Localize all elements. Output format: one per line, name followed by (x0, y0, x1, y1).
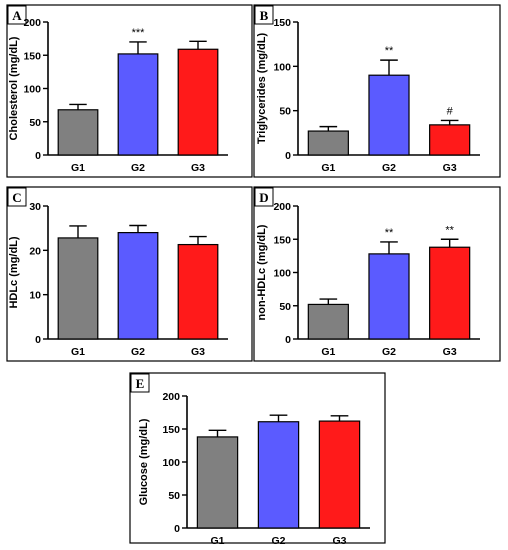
panel-b-bar-g1 (307, 130, 349, 156)
panel-b-y-tick-label: 0 (285, 150, 291, 162)
panel-a-letter: A (12, 8, 22, 23)
panel-b-letter-box (254, 5, 274, 25)
panel-a-x-tick-label: G3 (191, 162, 205, 174)
panel-d: D 0 50 100 150 200 non-HDLc (mg/dL) G1 G2 ** G3 ** (253, 186, 501, 362)
panel-c-bar-g1 (57, 237, 99, 340)
panel-a-significance-g2: *** (132, 27, 146, 39)
panel-e-bar-g3 (318, 420, 361, 529)
panel-b-y-tick-label: 50 (279, 106, 291, 118)
panel-b-significance-g2: ** (385, 45, 394, 57)
panel-e-x-tick-label: G1 (210, 535, 224, 547)
panel-a-frame (6, 4, 253, 178)
panel-d-y-label: non-HDLc (mg/dL) (256, 224, 268, 320)
panel-a-bar-g1 (57, 109, 99, 156)
panel-c-x-tick-label: G2 (131, 346, 145, 358)
panel-e-y-tick-label: 100 (162, 457, 180, 469)
panel-c-frame (6, 186, 253, 362)
panel-c-x-tick-label: G3 (191, 346, 205, 358)
panel-d-y-tick-label: 0 (285, 334, 291, 346)
panel-d-y-tick-label: 100 (273, 268, 291, 280)
panel-d-y-tick-label: 50 (279, 301, 291, 313)
panel-c-bar-g2 (117, 232, 159, 340)
panel-e-frame (129, 372, 386, 544)
panel-d-x-tick-label: G1 (321, 346, 335, 358)
panel-d-y-tick-label: 150 (273, 234, 291, 246)
panel-b-bar-g3 (429, 124, 471, 156)
panel-e-y-tick-label: 150 (162, 424, 180, 436)
panel-a-letter-box (7, 5, 27, 25)
panel-d-bar-g3 (429, 246, 471, 340)
panel-d-letter: D (259, 190, 268, 205)
panel-c-x-tick-label: G1 (71, 346, 85, 358)
panel-e-y-label: Glucose (mg/dL) (138, 418, 150, 505)
panel-e-y-tick-label: 0 (174, 523, 180, 535)
panel-b-x-tick-label: G2 (382, 162, 396, 174)
panel-e-x-tick-label: G2 (271, 535, 285, 547)
panel-d-y-tick-label: 200 (273, 201, 291, 213)
panel-c-y-tick-label: 30 (29, 201, 41, 213)
panel-a-y-tick-label: 0 (35, 150, 41, 162)
panel-d-bar-g1 (307, 303, 349, 340)
panel-e: E 0 50 100 150 200 Glucose (mg/dL) G1 G2 G3 (129, 372, 386, 547)
panel-d-bar-g2 (368, 253, 410, 340)
panel-a-bar-g2 (117, 53, 159, 156)
panel-a-x-tick-label: G1 (71, 162, 85, 174)
panel-c-letter-box (7, 187, 27, 207)
panel-d-frame (253, 186, 501, 362)
panel-c-letter: C (12, 190, 21, 205)
panel-a-y-label: Cholesterol (mg/dL) (8, 36, 20, 140)
panel-c-bar-g3 (177, 243, 219, 340)
panel-b-letter: B (260, 8, 269, 23)
panel-c-y-tick-label: 10 (29, 290, 41, 302)
panel-e-y-tick-label: 50 (168, 490, 180, 502)
panel-b-bar-g2 (368, 74, 410, 156)
panel-a-y-tick-label: 50 (29, 117, 41, 129)
panel-d-significance-g3: ** (445, 224, 454, 236)
panel-b-y-label: Triglycerides (mg/dL) (256, 33, 268, 145)
panel-b-x-tick-label: G3 (443, 162, 457, 174)
panel-e-letter-box (130, 373, 150, 393)
panel-b-x-tick-label: G1 (321, 162, 335, 174)
panel-a-y-tick-label: 150 (23, 50, 41, 62)
panel-c-y-tick-label: 20 (29, 245, 41, 257)
panel-e-x-tick-label: G3 (332, 535, 346, 547)
panel-c-y-tick-label: 0 (35, 334, 41, 346)
panel-a-bar-g3 (177, 48, 219, 156)
panel-b-y-tick-label: 150 (273, 17, 291, 29)
panel-b: B 0 50 100 150 Triglycerides (mg/dL) G1 G2 ** G3 # (253, 4, 501, 178)
panel-e-bar-g1 (196, 436, 239, 529)
panel-b-significance-g3: # (447, 105, 454, 117)
panel-b-frame (253, 4, 501, 178)
panel-c: C 0 10 20 30 HDLc (mg/dL) G1 G2 G3 (6, 186, 253, 362)
panel-e-letter: E (136, 376, 145, 391)
panel-a-x-tick-label: G2 (131, 162, 145, 174)
panel-d-x-tick-label: G2 (382, 346, 396, 358)
panel-b-y-tick-label: 100 (273, 61, 291, 73)
panel-a-y-tick-label: 200 (23, 17, 41, 29)
panel-e-y-tick-label: 200 (162, 391, 180, 403)
panel-a-y-tick-label: 100 (23, 84, 41, 96)
panel-d-x-tick-label: G3 (443, 346, 457, 358)
panel-d-significance-g2: ** (385, 227, 394, 239)
panel-c-y-label: HDLc (mg/dL) (8, 236, 20, 308)
panel-d-letter-box (254, 187, 274, 207)
panel-e-bar-g2 (257, 421, 300, 529)
